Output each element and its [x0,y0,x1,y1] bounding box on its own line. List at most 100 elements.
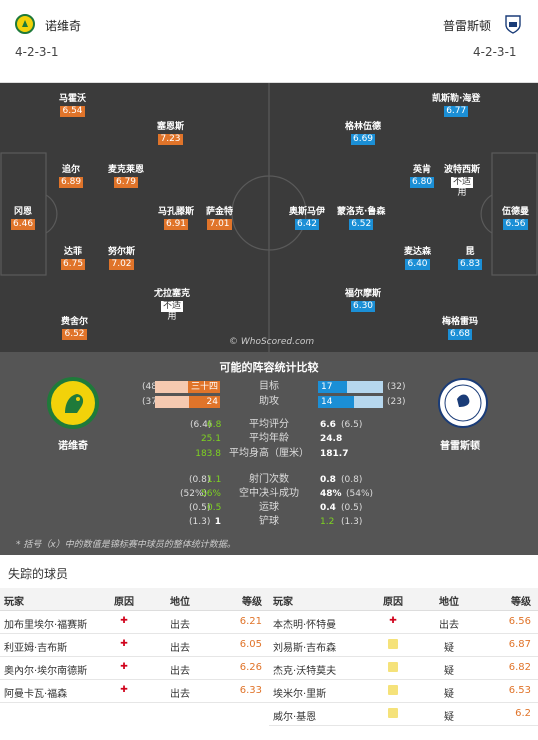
dribbles-away: 0.4 [320,503,336,513]
rating: 6.2 [515,708,531,719]
away-missing-table: 玩家 原因 地位 等级 本杰明·怀特曼 ✚ 出去 6.56 刘易斯·吉布森疑 6.87 杰克… [269,588,538,726]
home-team-name[interactable]: 诺维奇 [45,19,82,33]
table-row[interactable]: 奥內尔·埃尔南德斯 ✚ 出去 6.26 [0,657,269,680]
table-row[interactable]: 加布里埃尔·福赛斯 ✚ 出去 6.21 [0,611,269,634]
dribbles-home-pre: (0.5) [189,503,211,513]
injury-cross-icon: ✚ [389,616,397,626]
table-row[interactable]: 本杰明·怀特曼 ✚ 出去 6.56 [269,611,538,634]
reason: ✚ [369,616,417,627]
stats-home-name: 诺维奇 [58,441,88,452]
tackles-home-pre: (1.3) [189,517,211,527]
avg-age-home: 25.1 [200,434,221,444]
goals-away-value: 17 [321,382,333,392]
home-player-nunez[interactable]: 努尔斯 7.02 [108,247,136,270]
goals-label: 目标 [259,381,279,392]
home-player-gunn[interactable]: 冈恩 6.46 [11,207,36,230]
norwich-crest-icon[interactable] [15,14,35,34]
dribbles-home: 0.5 [207,503,222,513]
player-name[interactable]: 本杰明·怀特曼 [273,620,337,631]
goals-home-rank: (48) [142,382,161,392]
assists-away-fill [318,396,354,408]
table-row[interactable]: 埃米尔·里斯 疑 6.53 [269,680,538,703]
formation-pitch: 马霍沃 6.54 塞恩斯 7.23 追尔 6.89 麦克莱恩 6.79 冈恩 6… [0,83,538,352]
avg-rating-away: 6.6 [320,420,336,430]
status: 疑 [444,712,454,723]
player-name[interactable]: 阿曼卡瓦·福森 [4,689,68,700]
away-player-maddason[interactable]: 麦达森 6.40 [404,247,432,270]
away-team-name[interactable]: 普雷斯顿 [443,19,492,33]
home-player-idah[interactable]: 追尔 6.89 [59,165,84,188]
away-player-potts[interactable]: 波特西斯 不适 用 [444,165,481,198]
goals-home-fill [187,381,220,393]
away-player-woodman[interactable]: 伍德曼 6.56 [502,207,530,230]
avg-height-label: 平均身高（厘米） [229,448,309,459]
tackles-away: 1.2 [320,517,335,527]
table-row[interactable]: 威尔·基恩 疑 6.2 [269,703,538,726]
away-player-megrema[interactable]: 梅格雷玛 6.68 [442,317,479,340]
away-player-inken[interactable]: 英肯 6.80 [410,165,435,188]
lineup-stats-comparison: 可能的阵容统计比较 诺维奇 普雷斯顿 (48) 三十四 目标 17 (32) (… [0,352,538,555]
player-name[interactable]: 利亚姆·吉布斯 [4,643,68,654]
table-row[interactable]: 杰克·沃特莫夫 疑 6.82 [269,657,538,680]
table-row[interactable]: 利亚姆·吉布斯 ✚ 出去 6.05 [0,634,269,657]
table-row[interactable]: 阿曼卡瓦·福森 ✚ 出去 6.33 [0,680,269,703]
home-player-duffy[interactable]: 达菲 6.75 [61,247,86,270]
shots-away: 0.8 [320,475,336,485]
home-player-mccallum[interactable]: 马孔滕斯 6.91 [158,207,195,230]
avg-age-away: 24.8 [320,434,343,444]
avg-rating-away-post: (6.5) [341,420,363,430]
away-player-osmajic[interactable]: 奥斯马伊 6.42 [289,207,326,230]
dribbles-away-post: (0.5) [341,503,363,513]
rating: 6.26 [239,662,262,673]
reason: ✚ [100,662,148,673]
injury-cross-icon: ✚ [120,685,128,695]
injury-cross-icon: ✚ [120,639,128,649]
pitch-lines [0,83,538,352]
reason [369,639,417,650]
avg-height-home: 183.8 [195,449,221,459]
doubt-icon [388,685,398,695]
dribbles-label: 运球 [259,502,279,513]
status: 疑 [444,643,454,654]
table-row[interactable]: 刘易斯·吉布森 疑 6.87 [269,634,538,657]
avg-height-away: 181.7 [320,449,349,459]
tackles-home: 1 [214,517,221,527]
stats-title: 可能的阵容统计比较 [219,361,319,374]
preston-crest-icon[interactable] [503,14,523,34]
home-player-mclean[interactable]: 麦克莱恩 6.79 [108,165,145,188]
away-player-monlock-ruson[interactable]: 蒙洛克·鲁森 6.52 [337,207,386,230]
player-name[interactable]: 杰克·沃特莫夫 [273,666,337,677]
player-name[interactable]: 刘易斯·吉布森 [273,643,337,654]
away-player-greenwood[interactable]: 格林伍德 6.69 [345,122,382,145]
status: 出去 [170,643,190,654]
player-name[interactable]: 奥內尔·埃尔南德斯 [4,666,88,677]
player-name[interactable]: 威尔·基恩 [273,712,317,723]
injury-cross-icon: ✚ [120,662,128,672]
rating: 6.21 [239,616,262,627]
home-player-fisher[interactable]: 费舍尔 6.52 [61,317,89,340]
home-player-sargent[interactable]: 萨金特 7.01 [206,207,234,230]
away-player-kesler-hayden[interactable]: 凯斯勒·海登 6.77 [432,94,481,117]
norwich-large-crest-icon [47,377,99,429]
status: 疑 [444,666,454,677]
tackles-away-post: (1.3) [341,517,363,527]
assists-away-value: 14 [321,397,333,407]
home-missing-table: 玩家 原因 地位 等级 加布里埃尔·福赛斯 ✚ 出去 6.21 利亚姆·吉布斯 ✚ 出去 6.… [0,588,269,703]
status: 出去 [170,620,190,631]
match-header: 诺维奇 4-2-3-1 普雷斯顿 4-2-3-1 [0,0,538,83]
player-name[interactable]: 加布里埃尔·福赛斯 [4,620,88,631]
home-player-mahovo[interactable]: 马霍沃 6.54 [59,94,87,117]
doubt-icon [388,708,398,718]
goals-away-fill [318,381,348,393]
assists-home-track: 24 [155,396,220,408]
avg-age-label: 平均年龄 [249,433,289,444]
away-player-kun[interactable]: 昆 6.83 [458,247,483,270]
rating: 6.33 [239,685,262,696]
player-name[interactable]: 埃米尔·里斯 [273,689,327,700]
away-player-holmes[interactable]: 福尔摩斯 6.30 [345,289,382,312]
home-player-sainz[interactable]: 塞恩斯 7.23 [157,122,185,145]
goals-home-track: 三十四 [155,381,220,393]
rating: 6.53 [508,685,531,696]
reason: ✚ [100,685,148,696]
home-player-jurasek[interactable]: 尤拉塞克 不适 用 [154,289,191,322]
